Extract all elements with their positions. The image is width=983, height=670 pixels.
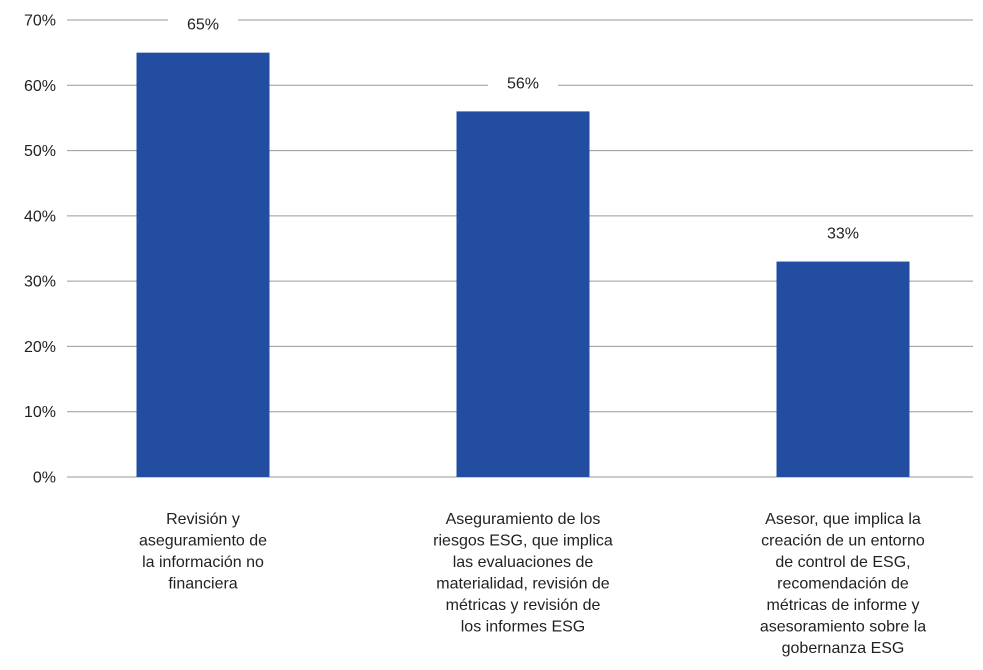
y-tick-label: 50% (24, 143, 56, 160)
y-tick-label: 20% (24, 339, 56, 356)
category-label: Asesor, que implica la creación de un ent… (760, 511, 926, 657)
data-labels: 65% 56% 33% (168, 12, 878, 244)
data-label-background (488, 71, 558, 94)
category-label: Aseguramiento de los riesgos ESG, que imp… (433, 511, 613, 636)
category-label-line: las evaluaciones de (453, 554, 594, 571)
bar (776, 261, 910, 477)
category-label: Revisión y aseguramiento de la información… (139, 511, 267, 593)
y-tick-label: 30% (24, 274, 56, 291)
category-label-line: financiera (168, 576, 237, 593)
category-label-line: de control de ESG, (775, 554, 910, 571)
y-tick-label: 10% (24, 404, 56, 421)
y-tick-label: 60% (24, 78, 56, 95)
y-tick-label: 0% (33, 470, 56, 487)
category-label-line: aseguramiento de (139, 533, 267, 550)
category-label-line: asesoramiento sobre la (760, 619, 926, 636)
category-labels: Revisión y aseguramiento de la información… (139, 511, 926, 657)
category-label-line: gobernanza ESG (782, 640, 905, 657)
y-axis-ticks: 0% 10% 20% 30% 40% 50% 60% 70% (24, 13, 56, 487)
category-label-line: riesgos ESG, que implica (433, 533, 613, 550)
category-label-line: los informes ESG (461, 619, 585, 636)
category-label-line: creación de un entorno (761, 533, 925, 550)
category-label-line: la información no (142, 554, 264, 571)
data-label: 65% (187, 17, 219, 34)
category-label-line: recomendación de (777, 576, 909, 593)
data-label-background (808, 221, 878, 244)
y-tick-label: 40% (24, 208, 56, 225)
data-label: 56% (507, 75, 539, 92)
y-tick-label: 70% (24, 13, 56, 30)
data-label: 33% (827, 226, 859, 243)
bar (136, 52, 270, 478)
category-label-line: métricas y revisión de (446, 597, 601, 614)
category-label-line: Asesor, que implica la (765, 511, 921, 528)
category-label-line: Revisión y (166, 511, 240, 528)
data-label-background (168, 12, 238, 35)
category-label-line: métricas de informe y (767, 597, 920, 614)
bars (136, 52, 910, 478)
category-label-line: Aseguramiento de los (446, 511, 601, 528)
category-label-line: materialidad, revisión de (436, 576, 610, 593)
bar (456, 111, 590, 478)
